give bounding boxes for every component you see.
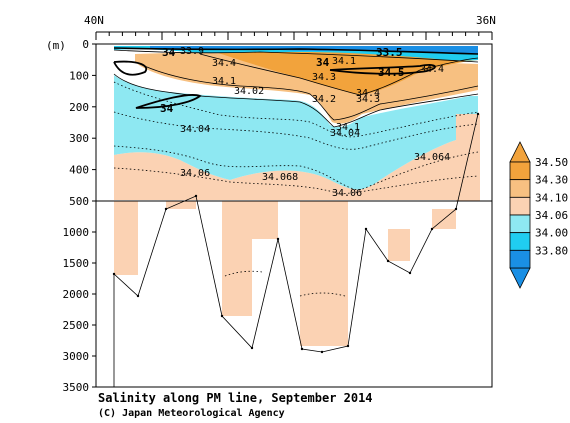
colorbar-top-arrow — [509, 141, 531, 163]
colorbar-level-label: 34.00 — [535, 227, 568, 240]
colorbar-swatch — [509, 161, 531, 181]
y-axis-tick-label: 300 — [69, 132, 89, 145]
dotted-contour-34-06 — [113, 145, 479, 191]
contour-label: 34.04 — [330, 128, 360, 139]
y-axis-tick-label: 2000 — [63, 288, 90, 301]
contour-surface-2 — [113, 47, 479, 55]
colorbar-swatch — [509, 232, 531, 251]
contour-label: 34.4 — [212, 58, 236, 69]
contour-label: 34.1 — [212, 76, 236, 87]
y-axis-tick-label: 500 — [69, 195, 89, 208]
contour-surface-1 — [113, 49, 479, 63]
y-axis-tick-label: 0 — [82, 38, 89, 51]
y-axis-tick-label: 3000 — [63, 350, 90, 363]
dotted-contours — [113, 81, 479, 297]
colorbar-swatch — [509, 249, 531, 269]
y-axis-tick-label: 100 — [69, 69, 89, 82]
y-axis-tick-label: 200 — [69, 101, 89, 114]
contour-34-00 — [113, 73, 479, 128]
contour-label: 33.9 — [180, 46, 204, 57]
contour-34-00-eddy — [135, 94, 202, 109]
contour-34-00-west — [113, 60, 148, 76]
y-axis-tick-label: 1500 — [63, 257, 90, 270]
contour-label: 34.064 — [414, 152, 450, 163]
y-ticks-lower: 1000 1500 2000 2500 3000 3500 — [63, 226, 96, 394]
chart-title: Salinity along PM line, September 2014 — [98, 391, 373, 405]
contour-label: 34 — [316, 56, 330, 69]
contour-label: 34.3 — [356, 94, 380, 105]
y-axis: (m) 0 100 200 300 400 500 1000 1500 2000 2500 300… — [46, 38, 96, 394]
colorbar-swatch — [509, 214, 531, 234]
y-axis-tick-label: 3500 — [63, 381, 90, 394]
contour-label: 34.5 — [378, 66, 405, 79]
deep-salinity-fill — [114, 114, 480, 346]
colorbar-level-label: 34.50 — [535, 156, 568, 169]
fill-34-06-layer — [114, 120, 480, 200]
contour-label: 34.06 — [180, 168, 210, 179]
chart-credit: (C) Japan Meteorological Agency — [98, 407, 285, 419]
contour-label: 34.02 — [234, 86, 264, 97]
contour-label: 34.4 — [356, 88, 380, 99]
contour-label: 34 — [162, 46, 176, 59]
contour-labels: 34 34 34 33.9 33.5 34.5 34.4 34.4 34.4 3… — [160, 46, 450, 199]
x-axis-end-label: 36N — [476, 14, 496, 27]
contour-label: 34.3 — [312, 72, 336, 83]
colorbar-swatch — [509, 179, 531, 198]
contour-label: 34.1 — [332, 56, 356, 67]
y-axis-tick-label: 1000 — [63, 226, 90, 239]
y-axis-tick-label: 400 — [69, 164, 89, 177]
colorbar-bottom-arrow — [509, 267, 531, 289]
y-ticks-upper: 0 100 200 300 400 500 — [69, 38, 96, 208]
colorbar-level-label: 34.06 — [535, 209, 568, 222]
x-axis-start-label: 40N — [84, 14, 104, 27]
station-markers — [112, 112, 480, 354]
contour-34-50 — [329, 64, 436, 75]
colorbar-level-label: 33.80 — [535, 244, 568, 257]
contour-label: 33.5 — [376, 46, 403, 59]
contour-label: 34.04 — [180, 124, 210, 135]
upper-salinity-fill — [114, 46, 480, 200]
fill-34-00-layer — [114, 75, 478, 190]
plot-frame — [95, 43, 493, 388]
contour-label: 34.2 — [312, 94, 336, 105]
top-axis: 40N 36N — [84, 14, 496, 40]
contour-34-10 — [139, 63, 479, 121]
colorbar-level-label: 34.30 — [535, 174, 568, 187]
y-axis-tick-label: 2500 — [63, 319, 90, 332]
y-axis-unit-label: (m) — [46, 39, 66, 52]
dotted-contour-34-04 — [113, 111, 479, 150]
contour-label: 34.06 — [332, 188, 362, 199]
upper-contours — [113, 47, 479, 128]
contour-label: 34 — [160, 102, 174, 115]
colorbar-level-label: 34.10 — [535, 191, 568, 204]
colorbar: 34.50 34.30 34.10 34.06 34.00 33.80 — [509, 141, 568, 289]
dotted-contour-34-068 — [113, 167, 479, 195]
colorbar-swatch — [509, 196, 531, 216]
contour-label: 34.068 — [262, 172, 298, 183]
contour-label: 34.4 — [420, 64, 444, 75]
contour-label: 34.1 — [336, 122, 360, 133]
dotted-contour-34-02 — [113, 81, 479, 138]
